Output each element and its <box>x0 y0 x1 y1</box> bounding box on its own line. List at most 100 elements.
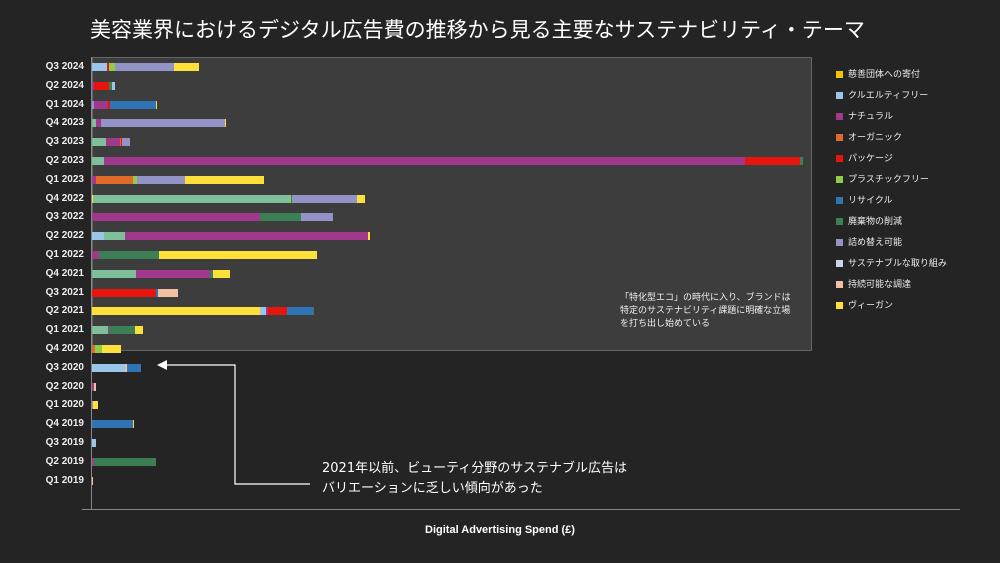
legend-label: パッケージ <box>848 154 893 164</box>
bar-segment-refill <box>115 63 174 71</box>
bar-segment-refill <box>122 138 130 147</box>
bar-segment-waste <box>313 307 314 316</box>
bar-segment-waste <box>260 213 301 222</box>
y-tick-label: Q1 2024 <box>45 98 84 110</box>
legend-swatch <box>836 113 843 120</box>
bar-segment-natural <box>136 269 210 278</box>
bar-segment-vegan <box>159 251 317 259</box>
bar-segment-natural <box>92 175 96 184</box>
bar-segment-packaging <box>94 81 109 90</box>
legend-swatch <box>836 239 843 246</box>
legend-item: サステナブルな取り組み <box>836 256 947 269</box>
bar-segment-recycle <box>287 307 313 316</box>
legend-swatch <box>836 218 843 225</box>
legend-label: プラスチックフリー <box>848 175 929 185</box>
bar-segment-refill <box>92 100 94 109</box>
bar-segment-waste <box>109 81 112 90</box>
legend-swatch <box>836 71 843 78</box>
legend-item: パッケージ <box>836 151 893 164</box>
y-tick-label: Q3 2023 <box>45 136 84 148</box>
annotation-line: 2021年以前、ビューティ分野のサステナブル広告は <box>322 461 628 476</box>
legend-item: 詰め替え可能 <box>836 235 902 248</box>
bar-segment-mint <box>93 194 289 203</box>
legend-label: 持続可能な調達 <box>848 280 912 290</box>
y-tick-label: Q4 2021 <box>45 267 84 279</box>
legend-item: ナチュラル <box>836 109 893 122</box>
y-tick-label: Q3 2024 <box>45 61 84 72</box>
bar-segment-natural <box>92 457 94 466</box>
annotation-line: を打ち出し始めている <box>620 319 711 329</box>
bar-segment-natural <box>92 382 94 391</box>
bar-segment-natural <box>108 326 109 335</box>
bar-segment-refill <box>301 213 333 222</box>
y-tick-label: Q1 2022 <box>45 249 84 260</box>
bar-segment-plasticfree <box>289 194 291 203</box>
y-axis <box>91 57 92 510</box>
y-tick-label: Q4 2023 <box>45 117 84 129</box>
bar-segment-recycle <box>127 363 141 372</box>
bar-segment-cruelty <box>92 439 96 447</box>
y-tick-label: Q1 2023 <box>45 173 84 185</box>
bar-segment-packaging <box>92 288 156 297</box>
legend-swatch <box>836 176 843 183</box>
bar-segment-natural <box>92 81 94 90</box>
y-tick-label: Q4 2019 <box>45 418 84 430</box>
bar-segment-packaging <box>745 157 800 165</box>
bar-segment-vegan <box>92 307 260 316</box>
legend-label: クルエルティフリー <box>848 91 929 101</box>
legend-label: リサイクル <box>848 196 893 206</box>
bar-segment-cruelty <box>112 81 115 90</box>
y-tick-label: Q3 2020 <box>45 361 84 373</box>
legend-swatch <box>836 302 843 309</box>
bar-segment-refill <box>292 194 357 203</box>
legend-item: プラスチックフリー <box>836 172 929 185</box>
bar-segment-waste <box>99 251 159 259</box>
legend-label: 慈善団体への寄付 <box>848 70 921 80</box>
y-tick-label: Q3 2019 <box>45 437 84 448</box>
bar-segment-natural <box>92 213 260 222</box>
legend-label: ナチュラル <box>848 112 894 122</box>
legend-item: オーガニック <box>836 130 902 143</box>
y-tick-label: Q2 2023 <box>45 155 84 166</box>
y-tick-label: Q2 2024 <box>45 79 84 91</box>
bar-segment-sourcing <box>92 476 93 485</box>
legend-swatch <box>836 197 843 204</box>
legend-item: クルエルティフリー <box>836 88 928 101</box>
legend-item: リサイクル <box>836 193 893 206</box>
bar-segment-cruelty <box>92 232 104 241</box>
bar-segment-vegan <box>213 269 230 278</box>
legend-label: 廃棄物の削減 <box>848 217 903 227</box>
bar-segment-plasticfree <box>95 345 102 353</box>
legend-item: ヴィーガン <box>836 298 893 311</box>
bar-segment-vegan <box>225 119 226 128</box>
bar-segment-recycle <box>110 100 156 109</box>
bar-segment-cruelty <box>92 63 107 71</box>
annotation-line: 特定のサステナビリティ課題に明確な立場 <box>620 306 791 316</box>
bar-segment-refill <box>92 401 93 410</box>
bar-segment-organic <box>120 138 121 147</box>
legend-label: 詰め替え可能 <box>848 238 903 248</box>
legend-swatch <box>836 134 843 141</box>
bar-segment-sourcing <box>125 363 127 372</box>
bar-segment-vegan <box>357 194 365 203</box>
bar-segment-vegan <box>368 232 370 241</box>
chart-title: 美容業界におけるデジタル広告費の推移から見る主要なサステナビリティ・テーマ <box>90 18 865 42</box>
x-axis-label: Digital Advertising Spend (£) <box>425 524 575 536</box>
bar-segment-mint <box>92 326 108 335</box>
bar-segment-organic <box>96 175 133 184</box>
legend-swatch <box>836 92 843 99</box>
bar-segment-sourcing <box>158 288 178 297</box>
bar-segment-vegan <box>93 401 98 410</box>
bar-segment-packaging <box>108 100 110 109</box>
legend-label: サステナブルな取り組み <box>848 259 947 269</box>
bar-segment-natural <box>125 232 368 241</box>
bar-segment-natural <box>92 251 99 259</box>
bar-segment-natural <box>266 307 268 316</box>
y-tick-label: Q2 2020 <box>45 380 84 392</box>
annotation-specialized-eco: 「特化型エコ」の時代に入り、ブランドは 特定のサステナビリティ課題に明確な立場 … <box>620 292 791 331</box>
y-tick-label: Q1 2020 <box>45 399 84 411</box>
y-tick-label: Q2 2021 <box>45 305 84 317</box>
bar-segment-vegan <box>92 194 93 203</box>
